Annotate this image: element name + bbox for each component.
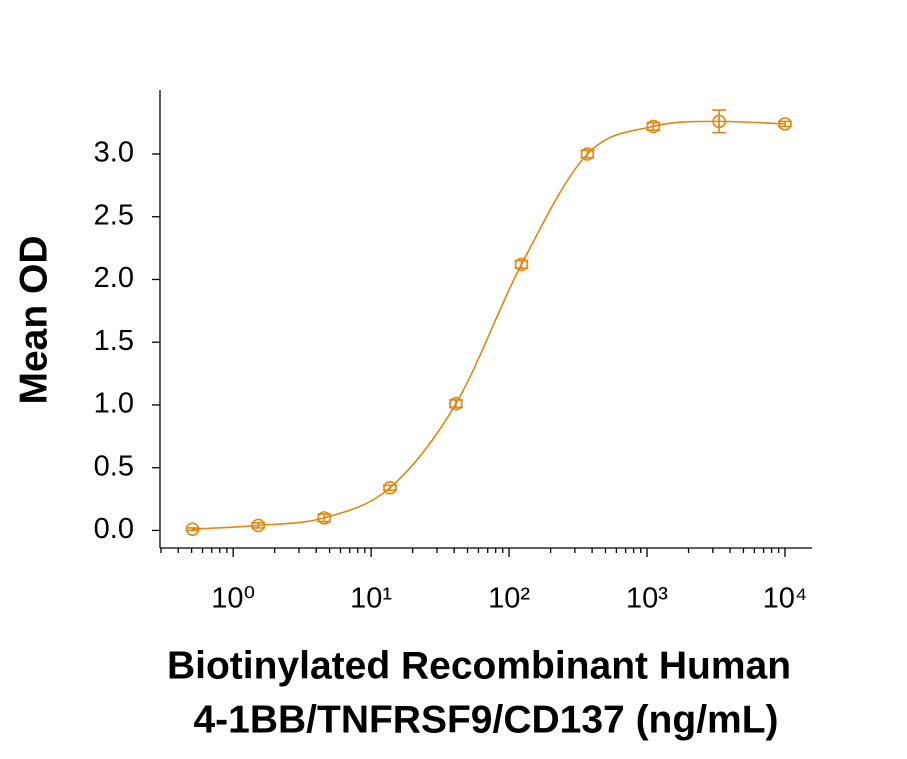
x-axis-label: Biotinylated Recombinant Human	[167, 644, 791, 687]
y-tick-label: 3.0	[94, 137, 134, 169]
y-tick-label: 0.5	[94, 450, 134, 482]
fit-curve	[192, 120, 786, 530]
x-tick-label: 10¹	[350, 583, 392, 615]
y-tick-label: 2.0	[94, 262, 134, 294]
data-point	[449, 396, 463, 411]
data-point	[251, 518, 266, 533]
data-point	[580, 147, 595, 161]
x-tick-label: 10³	[626, 583, 668, 615]
x-tick-label: 10⁴	[763, 583, 808, 615]
x-axis-label: 4-1BB/TNFRSF9/CD137 (ng/mL)	[193, 698, 778, 741]
y-tick-label: 1.0	[94, 388, 134, 420]
data-point	[514, 257, 529, 272]
y-axis-label: Mean OD	[12, 235, 55, 404]
data-point	[712, 114, 726, 129]
data-point	[778, 117, 792, 131]
y-tick-label: 1.5	[94, 325, 134, 357]
data-point	[317, 511, 331, 525]
data-point	[646, 119, 661, 134]
data-point	[185, 522, 200, 536]
x-tick-label: 10²	[488, 583, 530, 615]
y-tick-label: 0.0	[94, 513, 134, 545]
x-tick-label: 10⁰	[211, 583, 255, 615]
data-point	[383, 480, 397, 495]
y-tick-label: 2.5	[94, 199, 134, 231]
